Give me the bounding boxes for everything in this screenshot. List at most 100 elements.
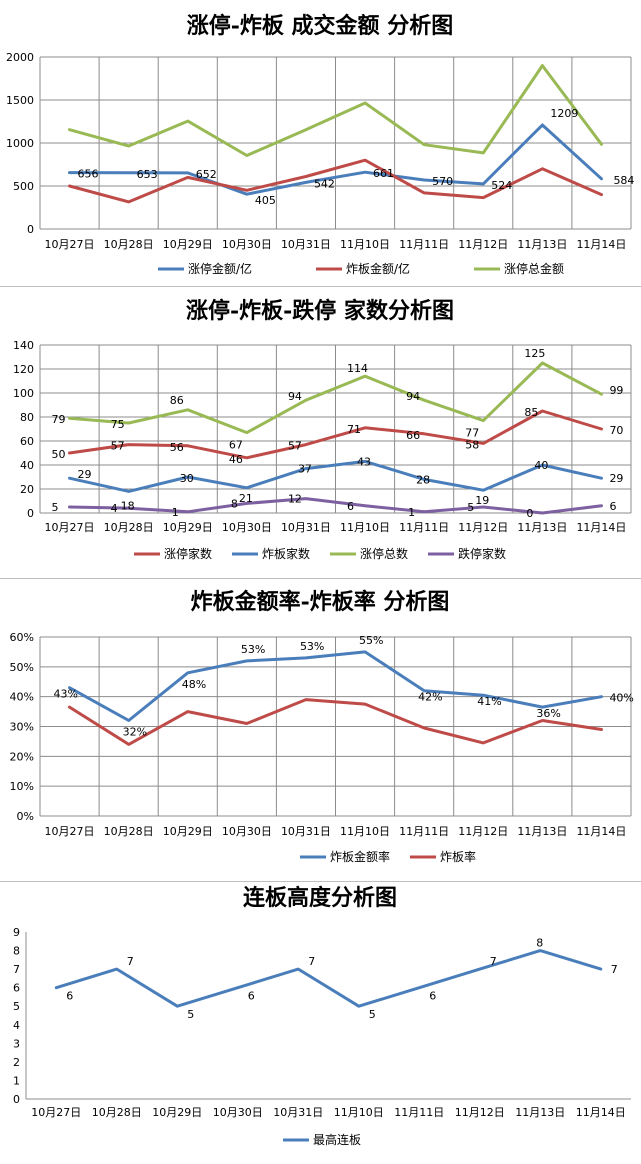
x-tick-label: 11月11日 [399, 825, 449, 838]
legend-label: 跌停家数 [458, 546, 506, 561]
y-tick-label: 9 [13, 926, 20, 939]
data-label: 55% [359, 634, 383, 647]
x-tick-label: 11月10日 [334, 1106, 384, 1119]
chart-title: 涨停-炸板-跌停 家数分析图 [186, 298, 454, 324]
x-tick-label: 10月27日 [45, 521, 95, 534]
legend-label: 涨停总金额 [504, 261, 564, 276]
data-label: 7 [611, 963, 618, 976]
series-line [68, 361, 603, 435]
divider [0, 578, 641, 579]
data-label: 53% [241, 643, 265, 656]
data-label: 79 [52, 413, 66, 426]
legend-label: 涨停金额/亿 [188, 261, 252, 276]
x-tick-label: 10月29日 [152, 1106, 202, 1119]
data-label: 50 [52, 448, 66, 461]
y-tick-label: 40 [20, 459, 34, 472]
x-tick-label: 10月30日 [222, 825, 272, 838]
y-tick-label: 1500 [6, 94, 34, 107]
data-label: 46 [229, 453, 243, 466]
data-label: 75 [111, 418, 125, 431]
x-tick-label: 11月12日 [458, 825, 508, 838]
data-label: 21 [239, 492, 253, 505]
data-label: 53% [300, 640, 324, 653]
data-label: 56 [170, 441, 184, 454]
data-label: 32% [123, 726, 147, 739]
x-tick-label: 10月28日 [104, 825, 154, 838]
x-tick-label: 10月31日 [281, 521, 331, 534]
x-tick-label: 11月10日 [340, 238, 390, 251]
series-line [54, 949, 603, 1008]
x-tick-label: 10月28日 [104, 521, 154, 534]
y-tick-label: 0% [17, 810, 34, 823]
data-label: 7 [308, 955, 315, 968]
y-tick-label: 20 [20, 483, 34, 496]
y-tick-label: 2000 [6, 51, 34, 64]
data-label: 67 [229, 439, 243, 452]
data-label: 570 [432, 175, 453, 188]
y-tick-label: 2 [13, 1056, 20, 1069]
data-label: 37 [298, 463, 312, 476]
legend-label: 炸板率 [440, 849, 476, 864]
x-tick-label: 11月14日 [576, 521, 626, 534]
series-line [68, 409, 603, 460]
data-label: 28 [416, 473, 430, 486]
x-tick-label: 11月11日 [394, 1106, 444, 1119]
data-label: 86 [170, 394, 184, 407]
y-tick-label: 1 [13, 1074, 20, 1087]
data-label: 43 [357, 455, 371, 468]
y-tick-label: 120 [13, 363, 34, 376]
x-tick-label: 10月28日 [104, 238, 154, 251]
data-label: 41% [477, 695, 501, 708]
rate-chart: 炸板金额率-炸板率 分析图 0% 10% 20% 30% 40% 50% 60% 10月27日 1… [10, 589, 634, 864]
data-label: 6 [609, 500, 616, 513]
x-tick-label: 10月27日 [45, 825, 95, 838]
data-label: 42% [418, 691, 442, 704]
chart-title: 涨停-炸板 成交金额 分析图 [187, 13, 453, 39]
series-line [68, 158, 603, 204]
x-tick-label: 10月27日 [31, 1106, 81, 1119]
y-tick-label: 3 [13, 1037, 20, 1050]
data-label: 542 [314, 177, 335, 190]
data-label: 29 [78, 468, 92, 481]
data-label: 57 [111, 440, 125, 453]
data-label: 94 [406, 390, 420, 403]
legend-label: 炸板金额率 [330, 849, 390, 864]
chart-panel-rate: 炸板金额率-炸板率 分析图 0% 10% 20% 30% 40% 50% 60% 10月27日 1… [0, 579, 641, 881]
x-tick-label: 10月31日 [281, 825, 331, 838]
data-label: 6 [248, 990, 255, 1003]
x-tick-label: 11月14日 [576, 825, 626, 838]
x-tick-label: 10月27日 [45, 238, 95, 251]
data-label: 405 [255, 194, 276, 207]
data-label: 40% [609, 692, 633, 705]
x-tick-label: 11月10日 [340, 825, 390, 838]
data-label: 661 [373, 167, 394, 180]
x-tick-label: 11月12日 [455, 1106, 505, 1119]
data-label: 584 [613, 174, 634, 187]
data-label: 125 [524, 347, 545, 360]
x-tick-label: 11月12日 [458, 238, 508, 251]
chart-title: 炸板金额率-炸板率 分析图 [191, 589, 450, 615]
divider [0, 881, 641, 882]
y-tick-label: 7 [13, 963, 20, 976]
x-tick-label: 10月29日 [163, 238, 213, 251]
series-line [68, 698, 603, 746]
x-tick-label: 10月31日 [281, 238, 331, 251]
x-tick-label: 11月13日 [517, 238, 567, 251]
legend-label: 涨停家数 [164, 546, 212, 561]
series-line [68, 497, 603, 515]
y-tick-label: 40% [10, 691, 34, 704]
y-tick-label: 60 [20, 435, 34, 448]
data-label: 36% [536, 707, 560, 720]
amount-chart: 涨停-炸板 成交金额 分析图 0 500 1000 1500 2000 10月27日 10月2… [6, 13, 634, 276]
y-tick-label: 0 [27, 507, 34, 520]
data-label: 12 [288, 493, 302, 506]
y-tick-label: 4 [13, 1019, 20, 1032]
data-label: 5 [187, 1008, 194, 1021]
data-label: 656 [78, 168, 99, 181]
legend-label: 炸板金额/亿 [346, 261, 410, 276]
legend-label: 炸板家数 [262, 546, 310, 561]
data-label: 653 [137, 168, 158, 181]
data-label: 4 [111, 502, 118, 515]
chart-panel-height: 连板高度分析图 0 1 2 3 4 5 6 7 8 9 10月27日 10月28日 10月29日 10月30… [0, 882, 641, 1164]
y-tick-label: 1000 [6, 137, 34, 150]
